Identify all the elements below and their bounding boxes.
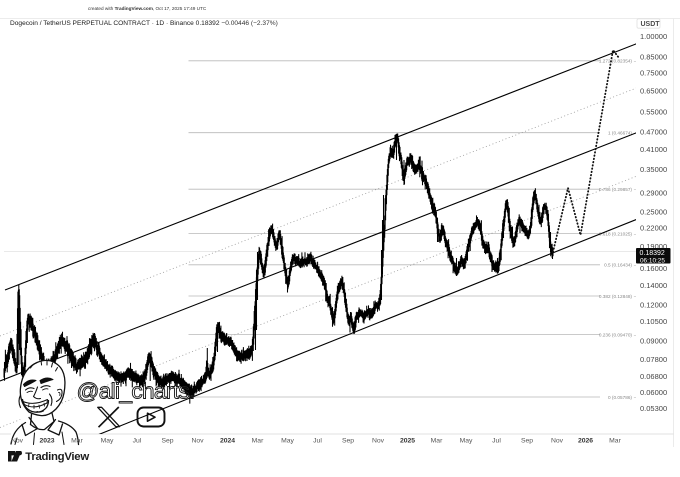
svg-text:0.19000: 0.19000 [640,242,667,251]
svg-text:2024: 2024 [220,438,235,445]
svg-text:06:10:25: 06:10:25 [640,257,665,264]
svg-text:Jul: Jul [492,438,501,445]
svg-text:–: – [634,395,637,400]
svg-text:Mar: Mar [431,438,443,445]
svg-text:1.272 (0.82354): 1.272 (0.82354) [599,59,633,64]
svg-text:0.85000: 0.85000 [640,53,667,62]
svg-text:created with TradingView.com,: created with TradingView.com, Oct 17, 20… [88,6,207,11]
svg-text:0.18392: 0.18392 [640,250,665,257]
svg-text:0.47000: 0.47000 [640,128,667,137]
svg-text:Nov: Nov [551,438,564,445]
svg-text:0.10500: 0.10500 [640,317,667,326]
svg-text:0.12000: 0.12000 [640,300,667,309]
svg-text:0.05300: 0.05300 [640,404,667,413]
svg-text:0.55000: 0.55000 [640,108,667,117]
svg-text:0.09000: 0.09000 [640,337,667,346]
svg-text:0.786 (0.29857): 0.786 (0.29857) [599,187,633,192]
svg-text:May: May [281,438,294,445]
svg-text:0.5 (0.16434): 0.5 (0.16434) [604,263,632,268]
svg-text:Nov: Nov [191,438,204,445]
svg-text:@ali_charts.: @ali_charts. [77,379,195,404]
svg-text:–: – [634,332,637,337]
svg-text:0 (0.05786): 0 (0.05786) [608,395,632,400]
svg-text:0.41000: 0.41000 [640,145,667,154]
svg-text:2025: 2025 [400,438,415,445]
svg-text:0.06000: 0.06000 [640,388,667,397]
svg-text:0.75000: 0.75000 [640,68,667,77]
svg-text:0.35000: 0.35000 [640,165,667,174]
svg-text:0.16000: 0.16000 [640,264,667,273]
svg-text:0.382 (0.12848): 0.382 (0.12848) [599,294,633,299]
svg-text:–: – [634,263,637,268]
svg-text:1.00000: 1.00000 [640,32,667,41]
svg-text:–: – [634,187,637,192]
svg-text:May: May [460,438,473,445]
svg-text:0.236 (0.09470): 0.236 (0.09470) [599,332,633,337]
svg-text:Dogecoin / TetherUS PERPETUAL: Dogecoin / TetherUS PERPETUAL CONTRACT ·… [10,20,278,27]
svg-text:–: – [634,231,637,236]
svg-text:0.29000: 0.29000 [640,189,667,198]
svg-text:0.618 (0.21025): 0.618 (0.21025) [599,231,633,236]
svg-text:Nov: Nov [372,438,385,445]
svg-text:Sep: Sep [342,438,354,445]
svg-text:Jul: Jul [133,438,142,445]
svg-text:TradingView: TradingView [25,451,89,463]
svg-text:Mar: Mar [609,438,621,445]
svg-text:–: – [634,59,637,64]
svg-text:May: May [101,438,114,445]
svg-text:0.07800: 0.07800 [640,355,667,364]
svg-text:0.22000: 0.22000 [640,224,667,233]
svg-text:Jul: Jul [313,438,322,445]
svg-text:0.06800: 0.06800 [640,372,667,381]
svg-text:Nov: Nov [11,438,24,445]
svg-text:Sep: Sep [521,438,533,445]
svg-text:Sep: Sep [161,438,173,445]
svg-text:2023: 2023 [39,438,54,445]
svg-text:USDT: USDT [641,21,661,28]
svg-text:Mar: Mar [252,438,264,445]
svg-text:0.14000: 0.14000 [640,281,667,290]
svg-text:0.25000: 0.25000 [640,207,667,216]
svg-text:1 (0.46674): 1 (0.46674) [608,131,632,136]
svg-text:2026: 2026 [578,438,593,445]
svg-text:0.65000: 0.65000 [640,86,667,95]
svg-text:Mar: Mar [71,438,83,445]
svg-text:–: – [634,294,637,299]
